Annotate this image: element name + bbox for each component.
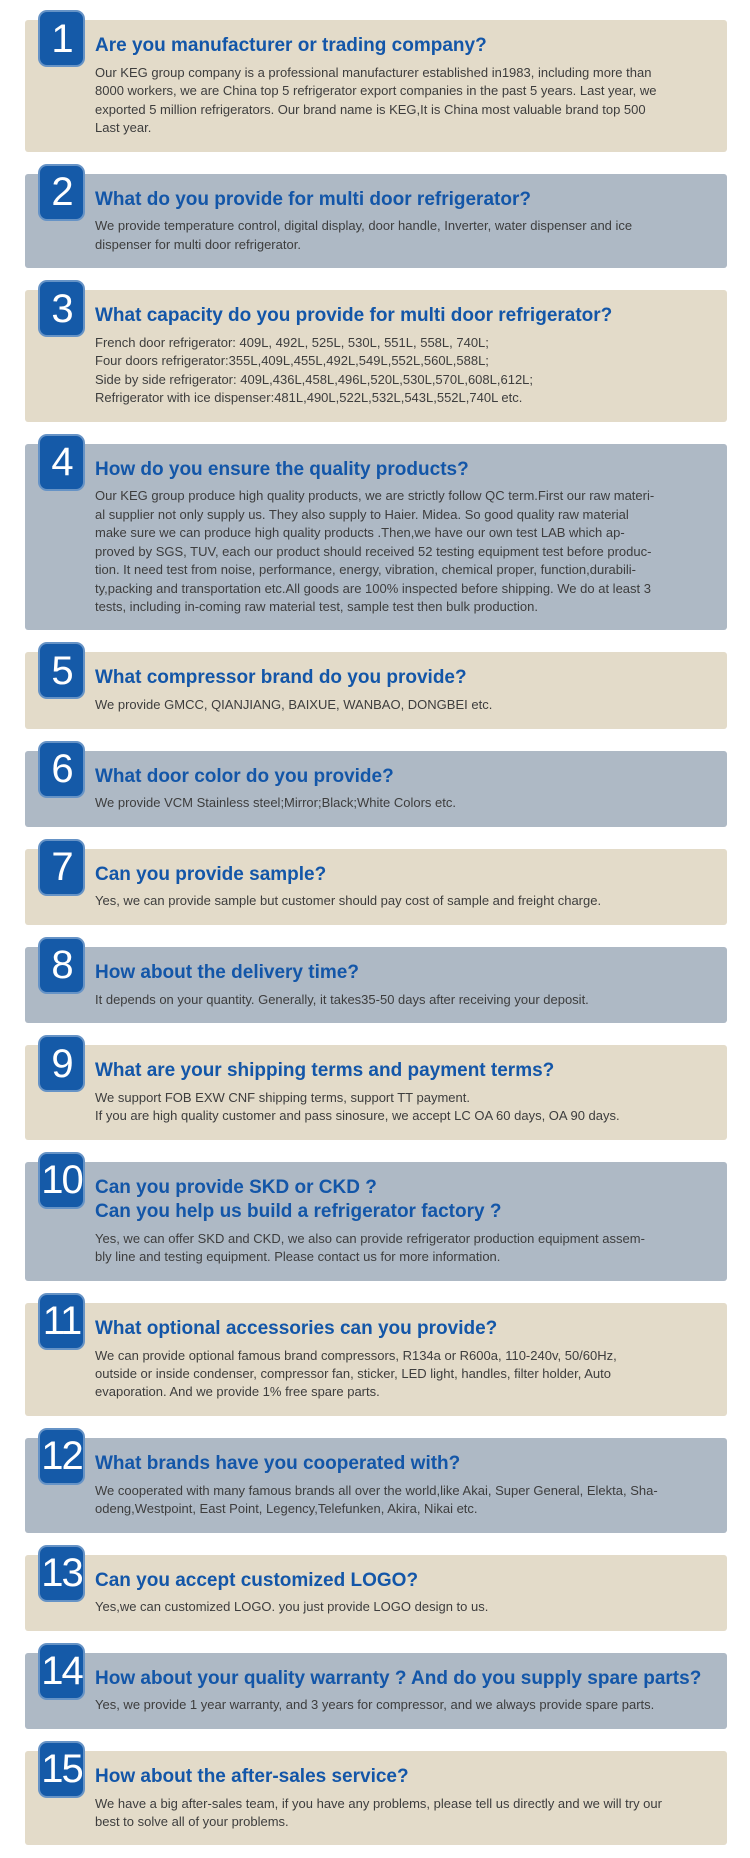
faq-question: How about the after-sales service?: [95, 1765, 409, 1787]
faq-answer: Yes, we can provide sample but customer …: [95, 893, 602, 909]
faq-answer: Yes,we can customized LOGO. you just pro…: [95, 1599, 489, 1615]
faq-question: What brands have you cooperated with?: [95, 1452, 461, 1474]
faq-item-14: 14 How about your quality warranty ? And…: [25, 1642, 727, 1729]
faq-item-13: 13 Can you accept customized LOGO? Yes,w…: [25, 1544, 727, 1631]
faq-item-8: 8 How about the delivery time? It depend…: [25, 936, 727, 1024]
faq-number: 3: [51, 286, 73, 331]
faq-number-badge: 12: [38, 1427, 85, 1485]
faq-question: What compressor brand do you provide?: [95, 667, 467, 689]
faq-answer: Our KEG group produce high quality produ…: [95, 488, 655, 614]
faq-item-6: 6 What door color do you provide? We pro…: [25, 740, 727, 827]
faq-item-3: 3 What capacity do you provide for multi…: [25, 280, 727, 422]
faq-answer: French door refrigerator: 409L, 492L, 52…: [95, 334, 534, 406]
faq-item-5: 5 What compressor brand do you provide? …: [25, 642, 727, 729]
faq-question: How about the delivery time?: [95, 961, 359, 983]
faq-number-badge: 4: [38, 433, 85, 491]
faq-number-badge: 3: [38, 280, 85, 338]
faq-answer: Yes, we provide 1 year warranty, and 3 y…: [95, 1697, 655, 1713]
faq-number: 12: [41, 1434, 83, 1479]
faq-number: 4: [51, 440, 73, 485]
faq-answer: Yes, we can offer SKD and CKD, we also c…: [95, 1230, 645, 1265]
faq-number-badge: 10: [38, 1151, 85, 1209]
faq-number: 2: [51, 170, 73, 214]
faq-question: Can you accept customized LOGO?: [95, 1569, 419, 1591]
faq-number-badge: 9: [38, 1035, 85, 1093]
faq-number-badge: 1: [38, 10, 85, 67]
faq-question: Can you provide sample?: [95, 863, 327, 885]
faq-item-1: 1 Are you manufacturer or trading compan…: [25, 10, 727, 152]
faq-number: 7: [51, 845, 73, 890]
faq-number: 11: [42, 1299, 83, 1344]
faq-question: Can you provide SKD or CKD ? Can you hel…: [95, 1176, 502, 1223]
faq-question: What door color do you provide?: [95, 765, 394, 787]
faq-question: What optional accessories can you provid…: [95, 1317, 498, 1339]
faq-answer: We provide GMCC, QIANJIANG, BAIXUE, WANB…: [95, 697, 493, 713]
faq-answer: We provide temperature control, digital …: [95, 218, 633, 252]
faq-number: 14: [41, 1649, 83, 1694]
faq-number-badge: 13: [38, 1544, 85, 1602]
faq-item-10: 10 Can you provide SKD or CKD ? Can you …: [25, 1151, 727, 1281]
faq-item-7: 7 Can you provide sample? Yes, we can pr…: [25, 838, 727, 925]
faq-item-15: 15 How about the after-sales service? We…: [25, 1740, 727, 1846]
faq-number: 15: [41, 1747, 83, 1792]
faq-answer: We support FOB EXW CNF shipping terms, s…: [95, 1089, 620, 1124]
faq-answer: It depends on your quantity. Generally, …: [95, 991, 589, 1007]
faq-question: What are your shipping terms and payment…: [95, 1060, 555, 1082]
faq-number: 1: [51, 16, 73, 61]
faq-item-12: 12 What brands have you cooperated with?…: [25, 1427, 727, 1533]
faq-number: 9: [51, 1041, 73, 1086]
faq-number-badge: 14: [38, 1642, 85, 1700]
faq-number-badge: 2: [38, 163, 85, 221]
faq-answer: We can provide optional famous brand com…: [95, 1347, 617, 1400]
faq-number: 5: [51, 648, 73, 693]
faq-number: 10: [41, 1158, 83, 1203]
faq-number-badge: 15: [38, 1740, 85, 1798]
faq-question: What capacity do you provide for multi d…: [95, 305, 613, 327]
faq-number-badge: 11: [38, 1292, 85, 1350]
faq-item-11: 11 What optional accessories can you pro…: [25, 1292, 727, 1416]
faq-number: 8: [51, 943, 73, 988]
faq-question: What do you provide for multi door refri…: [95, 188, 531, 210]
faq-number-badge: 5: [38, 642, 85, 700]
faq-item-2: 2 What do you provide for multi door ref…: [25, 163, 727, 269]
faq-number-badge: 7: [38, 838, 85, 896]
faq-number: 13: [41, 1551, 83, 1596]
faq-number: 6: [51, 747, 73, 792]
faq-answer: We have a big after-sales team, if you h…: [95, 1795, 662, 1829]
faq-question: How do you ensure the quality products?: [95, 458, 469, 480]
faq-number-badge: 6: [38, 740, 85, 798]
faq-item-9: 9 What are your shipping terms and payme…: [25, 1035, 727, 1140]
faq-answer: We provide VCM Stainless steel;Mirror;Bl…: [95, 795, 456, 811]
faq-answer: We cooperated with many famous brands al…: [95, 1482, 658, 1517]
faq-question: Are you manufacturer or trading company?: [95, 35, 487, 56]
faq-answer: Our KEG group company is a professional …: [95, 64, 657, 136]
faq-item-4: 4 How do you ensure the quality products…: [25, 433, 727, 631]
faq-number-badge: 8: [38, 936, 85, 994]
faq-question: How about your quality warranty ? And do…: [95, 1667, 702, 1689]
